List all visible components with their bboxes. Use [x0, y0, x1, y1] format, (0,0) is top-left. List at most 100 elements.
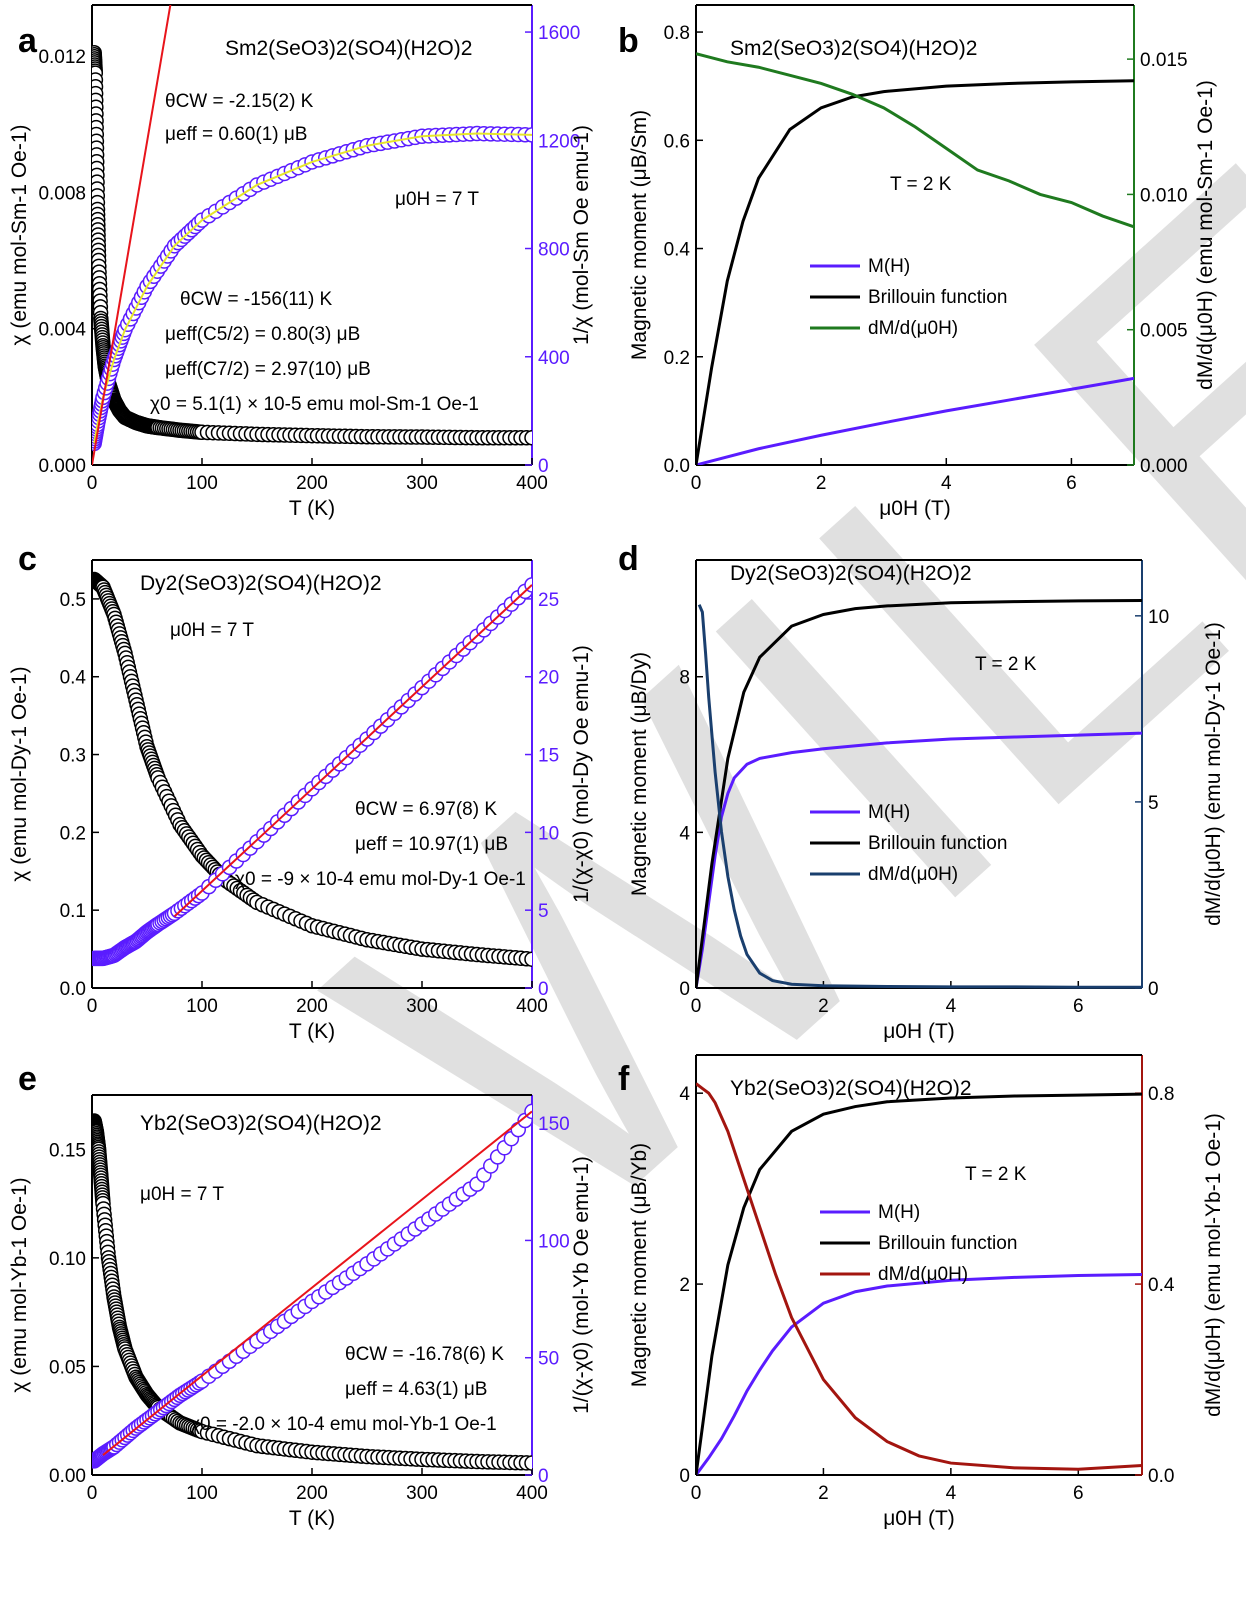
legend-label: Brillouin function	[868, 833, 1007, 854]
y-tick-label-left: 0	[679, 1466, 690, 1487]
y-tick-label-right: 10	[538, 823, 559, 844]
data-point	[524, 577, 532, 593]
y-axis-title-right: dM/d(μ0H) (emu mol-Yb-1 Oe-1)	[1202, 1113, 1225, 1417]
panel-f: f 0 2 4 6 0 2 4 0.0 0.4 0.8 μ0H (T) Magnetic moment …	[618, 1054, 1225, 1530]
chart-title: Dy2(SeO3)2(SO4)(H2O)2	[730, 562, 972, 585]
x-tick-label: 6	[1066, 473, 1077, 494]
y-tick-label-left: 4	[679, 1084, 690, 1105]
annotation: μeff = 4.63(1) μB	[345, 1379, 487, 1400]
y-tick-label-right: 10	[1148, 607, 1169, 628]
x-axis-title: T (K)	[289, 497, 335, 520]
fit-line	[173, 584, 532, 918]
y-tick-label-left: 0.5	[60, 590, 86, 611]
panel-letter: a	[18, 22, 38, 60]
legend-label: Brillouin function	[878, 1233, 1017, 1254]
y-tick-label-right: 1600	[538, 23, 580, 44]
y-tick-label-right: 15	[538, 746, 559, 767]
x-tick-label: 2	[818, 996, 829, 1017]
series-line-0	[696, 731, 1142, 989]
panel-d: d 0 2 4 6 0 4 8 0 5 10 μ0H (T) Magnetic moment (μB/D…	[618, 540, 1225, 1043]
x-tick-label: 200	[296, 996, 328, 1017]
series-line-0	[696, 376, 1134, 465]
y-tick-label-left: 0.2	[60, 823, 86, 844]
y-tick-label-left: 0.2	[664, 348, 690, 369]
y-tick-label-left: 0.05	[49, 1357, 86, 1378]
y-tick-label-right: 20	[538, 668, 559, 689]
x-tick-label: 300	[406, 996, 438, 1017]
y-tick-label-left: 0.4	[664, 240, 691, 261]
y-axis-title-right: 1/(χ-χ0) (mol-Dy Oe emu-1)	[570, 645, 593, 903]
x-tick-label: 100	[186, 1483, 218, 1504]
legend: M(H) Brillouin function dM/d(μ0H)	[810, 256, 1007, 339]
chart-title: Sm2(SeO3)2(SO4)(H2O)2	[225, 37, 472, 60]
chart-title: Dy2(SeO3)2(SO4)(H2O)2	[140, 572, 382, 595]
y-axis-title-left: Magnetic moment (μB/Yb)	[628, 1143, 651, 1387]
series-group	[696, 52, 1134, 465]
y-tick-label-right: 1200	[538, 131, 580, 152]
y-tick-label-right: 0	[1148, 979, 1159, 1000]
annotation: T = 2 K	[890, 174, 952, 195]
x-tick-label: 400	[516, 473, 548, 494]
annotation: μ0H = 7 T	[170, 620, 254, 641]
data-point	[524, 429, 532, 446]
annotation: χ0 = -9 × 10-4 emu mol-Dy-1 Oe-1	[235, 869, 526, 890]
y-tick-label-left: 0.10	[49, 1249, 86, 1270]
y-tick-label-left: 2	[679, 1275, 690, 1296]
panel-letter: f	[618, 1060, 630, 1098]
panel-a: a0 100 200 300 4000.0000.0040.0080.012040080…	[8, 4, 593, 520]
x-tick-label: 300	[406, 473, 438, 494]
y-tick-label-left: 0.00	[49, 1466, 86, 1487]
y-axis-title-right: dM/d(μ0H) (emu mol-Dy-1 Oe-1)	[1202, 622, 1225, 926]
watermark-text: WILEY-VCH	[240, 0, 1246, 1340]
annotation: θCW = -2.15(2) K	[165, 91, 314, 112]
y-tick-label-left: 0.0	[664, 456, 690, 477]
x-tick-label: 200	[296, 473, 328, 494]
x-tick-label: 6	[1073, 996, 1084, 1017]
y-tick-label-left: 0.1	[60, 901, 86, 922]
series-group	[696, 598, 1142, 989]
panel-letter: e	[18, 1060, 37, 1098]
y-axis-title-left: Magnetic moment (μB/Sm)	[628, 110, 651, 360]
y-tick-label-right: 400	[538, 348, 570, 369]
annotation: T = 2 K	[965, 1164, 1027, 1185]
panel-letter: b	[618, 22, 639, 60]
data-point	[524, 951, 532, 967]
annotation: μeff(C7/2) = 2.97(10) μB	[165, 359, 371, 380]
annotation: T = 2 K	[975, 654, 1037, 675]
annotation: χ0 = -2.0 × 10-4 emu mol-Yb-1 Oe-1	[190, 1414, 497, 1435]
chart-title: Yb2(SeO3)2(SO4)(H2O)2	[140, 1112, 382, 1135]
y-tick-label-left: 8	[679, 668, 690, 689]
x-axis-title: μ0H (T)	[883, 1020, 955, 1043]
x-tick-label: 300	[406, 1483, 438, 1504]
x-tick-label: 4	[946, 1483, 957, 1504]
x-tick-label: 2	[816, 473, 827, 494]
panel-letter: c	[18, 540, 37, 578]
y-tick-label-right: 5	[1148, 793, 1159, 814]
series-line-2	[696, 1082, 1142, 1471]
chart-title: Sm2(SeO3)2(SO4)(H2O)2	[730, 37, 977, 60]
watermark: WILEY-VCH	[240, 0, 1246, 1340]
y-tick-label-right: 0.010	[1140, 185, 1188, 206]
annotation: θCW = -16.78(6) K	[345, 1344, 504, 1365]
chart-title: Yb2(SeO3)2(SO4)(H2O)2	[730, 1077, 972, 1100]
x-tick-label: 0	[87, 1483, 98, 1504]
x-tick-label: 200	[296, 1483, 328, 1504]
fit-line	[92, 5, 172, 465]
y-tick-label-right: 150	[538, 1114, 570, 1135]
legend-label: dM/d(μ0H)	[868, 864, 958, 885]
annotation: μeff = 0.60(1) μB	[165, 124, 307, 145]
annotation: μ0H = 7 T	[395, 189, 479, 210]
y-tick-label-right: 0.015	[1140, 50, 1188, 71]
series-line-0	[696, 1273, 1142, 1475]
x-axis-title: T (K)	[289, 1020, 335, 1043]
panel-c: c 0 100 200 300 400 0.0 0.1 0.2 0.3 0.4 0.5 0 5 10 15 20…	[8, 540, 593, 1043]
y-tick-label-right: 0.8	[1148, 1084, 1174, 1105]
legend-label: M(H)	[878, 1202, 920, 1223]
y-tick-label-left: 0.012	[38, 47, 86, 68]
legend-label: dM/d(μ0H)	[868, 318, 958, 339]
y-tick-label-left: 0	[679, 979, 690, 1000]
legend-label: dM/d(μ0H)	[878, 1264, 968, 1285]
x-axis-title: T (K)	[289, 1507, 335, 1530]
y-tick-label-right: 800	[538, 240, 570, 261]
